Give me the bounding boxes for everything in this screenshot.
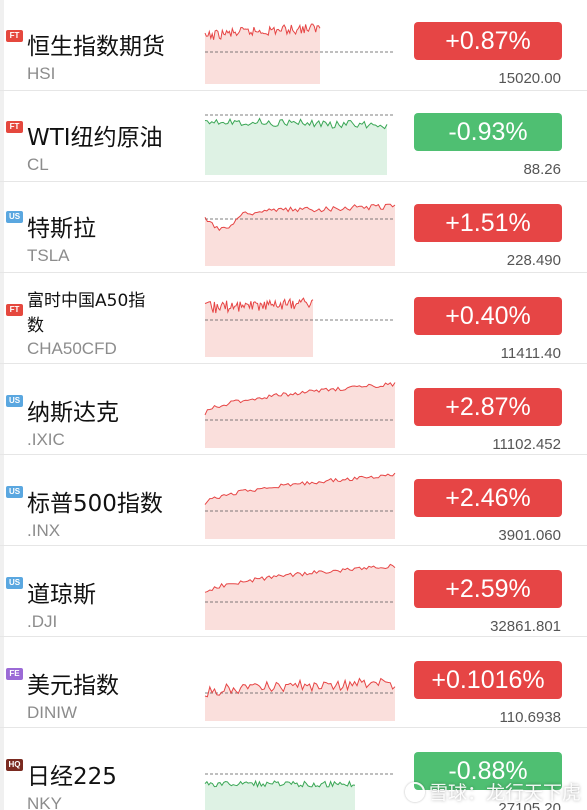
- instrument-code: NKY: [27, 794, 62, 810]
- watermark-text: 雪球：龙行天下虎: [429, 782, 582, 804]
- sparkline-chart: [204, 114, 395, 175]
- instrument-name: 美元指数: [27, 673, 119, 699]
- last-price: 27105.20: [498, 800, 561, 810]
- instrument-name: 道琼斯: [27, 582, 96, 608]
- sparkline-line: [204, 677, 396, 698]
- sparkline-chart: [204, 677, 396, 721]
- instrument-code: CL: [27, 155, 49, 174]
- us-stock-tag-icon: US: [6, 211, 23, 223]
- last-price: 32861.801: [490, 618, 561, 635]
- sparkline-area: [205, 24, 320, 85]
- sparkline-area: [205, 118, 387, 175]
- last-price: 110.6938: [499, 709, 561, 726]
- instrument-code: TSLA: [27, 246, 70, 265]
- change-percent-badge[interactable]: +1.51%: [414, 204, 562, 242]
- sparkline-line: [204, 117, 388, 130]
- instrument-name: WTI纽约原油: [27, 125, 163, 151]
- sparkline-area: [205, 298, 313, 357]
- instrument-code: DINIW: [27, 703, 78, 722]
- quote-row-dji[interactable]: US 道琼斯 .DJI +2.59% 32861.801: [0, 546, 587, 637]
- change-percent-badge[interactable]: +0.87%: [414, 22, 562, 60]
- last-price: 228.490: [506, 252, 561, 269]
- sparkline-chart: [204, 773, 395, 810]
- change-percent-badge[interactable]: +0.1016%: [414, 661, 562, 699]
- sparkline-area: [205, 382, 395, 448]
- sparkline-line: [204, 563, 396, 593]
- forex-tag-icon: FE: [6, 668, 23, 680]
- last-price: 3901.060: [498, 527, 561, 544]
- futures-tag-icon: FT: [6, 304, 23, 316]
- xueqiu-logo-icon: [405, 782, 425, 802]
- sparkline-area: [205, 473, 395, 539]
- sparkline-area: [205, 781, 355, 810]
- left-edge-divider: [0, 0, 4, 810]
- instrument-name: 富时中国A50指数: [27, 291, 146, 336]
- sparkline-area: [205, 678, 395, 721]
- instrument-name: 恒生指数期货: [27, 34, 165, 60]
- quote-row-ixic[interactable]: US 纳斯达克 .IXIC +2.87% 11102.452: [0, 364, 587, 455]
- instrument-name: 特斯拉: [27, 216, 96, 242]
- quote-row-cha50cfd[interactable]: FT 富时中国A50指数 CHA50CFD +0.40% 11411.40: [0, 273, 587, 364]
- futures-tag-icon: FT: [6, 121, 23, 133]
- instrument-code: .INX: [27, 521, 61, 540]
- sparkline-line: [204, 779, 356, 789]
- quote-row-cl[interactable]: FT WTI纽约原油 CL -0.93% 88.26: [0, 91, 587, 182]
- instrument-name: 标普500指数: [27, 491, 163, 517]
- change-percent-badge[interactable]: +2.87%: [414, 388, 562, 426]
- change-percent-badge[interactable]: +2.46%: [414, 479, 562, 517]
- change-percent-badge[interactable]: +2.59%: [414, 570, 562, 608]
- sparkline-line: [204, 472, 396, 505]
- watermark: 雪球：龙行天下虎: [405, 778, 581, 805]
- instrument-code: .IXIC: [27, 430, 65, 449]
- quote-row-inx[interactable]: US 标普500指数 .INX +2.46% 3901.060: [0, 455, 587, 546]
- last-price: 15020.00: [498, 70, 561, 87]
- sparkline-chart: [204, 203, 396, 266]
- instrument-code: HSI: [27, 64, 56, 83]
- sparkline-chart: [204, 23, 395, 85]
- sparkline-chart: [204, 563, 396, 630]
- instrument-code: CHA50CFD: [27, 339, 117, 358]
- last-price: 11411.40: [500, 345, 561, 362]
- quote-row-hsi[interactable]: FT 恒生指数期货 HSI +0.87% 15020.00: [0, 0, 587, 91]
- quote-row-nky[interactable]: HQ 日经225 NKY -0.88% 27105.20: [0, 728, 587, 810]
- change-percent-badge[interactable]: -0.93%: [414, 113, 562, 151]
- us-stock-tag-icon: US: [6, 577, 23, 589]
- change-percent-badge[interactable]: +0.40%: [414, 297, 562, 335]
- sparkline-chart: [204, 297, 395, 357]
- hq-tag-icon: HQ: [6, 759, 23, 771]
- sparkline-line: [204, 297, 314, 314]
- instrument-code: .DJI: [27, 612, 58, 631]
- sparkline-area: [205, 204, 395, 266]
- us-stock-tag-icon: US: [6, 486, 23, 498]
- quote-row-tsla[interactable]: US 特斯拉 TSLA +1.51% 228.490: [0, 182, 587, 273]
- sparkline-area: [205, 564, 395, 630]
- us-stock-tag-icon: US: [6, 395, 23, 407]
- last-price: 88.26: [523, 161, 561, 178]
- sparkline-chart: [204, 382, 396, 448]
- instrument-name: 纳斯达克: [27, 400, 119, 426]
- instrument-name: 日经225: [27, 764, 117, 790]
- last-price: 11102.452: [492, 436, 561, 453]
- sparkline-line: [204, 382, 396, 416]
- change-percent-badge[interactable]: -0.88%: [414, 752, 562, 790]
- futures-tag-icon: FT: [6, 30, 23, 42]
- sparkline-chart: [204, 472, 396, 539]
- quote-row-diniw[interactable]: FE 美元指数 DINIW +0.1016% 110.6938: [0, 637, 587, 728]
- sparkline-line: [204, 203, 396, 232]
- sparkline-line: [204, 23, 321, 41]
